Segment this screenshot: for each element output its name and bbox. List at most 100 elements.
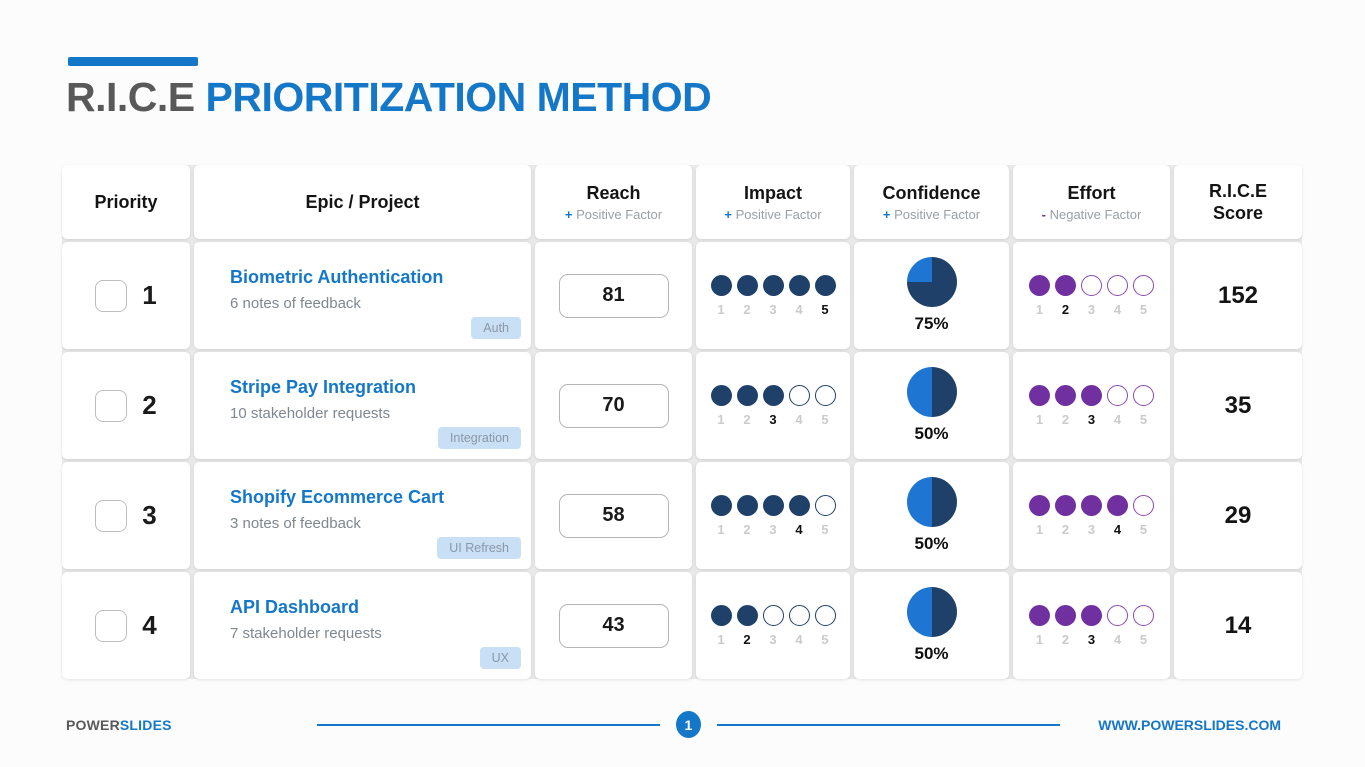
impact-dot (814, 274, 836, 296)
impact-dot (788, 604, 810, 626)
epic-subtitle: 10 stakeholder requests (230, 405, 391, 422)
impact-scale-label: 4 (795, 301, 803, 317)
impact-cell: 1 2 3 4 5 (696, 352, 850, 459)
brand-power: POWER (66, 716, 120, 733)
impact-dots (710, 384, 836, 406)
header-reach-factor-text: Positive Factor (576, 206, 663, 222)
effort-scale-label: 4 (1113, 521, 1122, 537)
impact-scale-label: 5 (821, 411, 829, 427)
effort-dot (1107, 494, 1128, 516)
header-impact-factor-text: Positive Factor (735, 206, 822, 222)
impact-dots (710, 494, 836, 516)
epic-cell: API Dashboard 7 stakeholder requests UX (194, 572, 531, 679)
impact-scale-label: 3 (769, 631, 777, 647)
website-link[interactable]: WWW.POWERSLIDES.COM (1098, 716, 1282, 733)
effort-dot (1081, 604, 1102, 626)
impact-scale-label: 4 (795, 411, 803, 427)
footer-divider-left (316, 723, 660, 726)
effort-scale: 1 2 3 4 5 (1029, 412, 1154, 427)
confidence-percent-label: 75% (914, 314, 949, 333)
reach-cell: 43 (535, 572, 692, 679)
plus-sign-icon: + (882, 206, 891, 222)
effort-scale-label: 2 (1061, 411, 1070, 427)
epic-subtitle: 6 notes of feedback (230, 295, 361, 312)
row-checkbox[interactable] (95, 389, 128, 422)
impact-scale-label: 3 (769, 521, 777, 537)
effort-scale-label: 4 (1113, 301, 1122, 317)
plus-sign-icon: + (564, 206, 573, 222)
header-priority-label: Priority (94, 191, 158, 212)
impact-scale-label: 5 (821, 631, 829, 647)
impact-dot (814, 384, 836, 406)
impact-scale-label: 3 (769, 411, 777, 427)
header-epic-label: Epic / Project (305, 191, 420, 212)
impact-dots (710, 604, 836, 626)
impact-dot (814, 494, 836, 516)
impact-scale-label: 1 (717, 301, 725, 317)
epic-tag: UX (479, 647, 521, 669)
epic-cell: Stripe Pay Integration 10 stakeholder req… (194, 352, 531, 459)
impact-scale-label: 2 (743, 521, 751, 537)
epic-cell: Shopify Ecommerce Cart 3 notes of feedbac… (194, 462, 531, 569)
confidence-cell: 50% (854, 572, 1009, 679)
impact-dot (762, 604, 784, 626)
impact-scale-label: 1 (717, 631, 725, 647)
effort-dot (1055, 494, 1076, 516)
rice-table: Priority Epic / Project Reach + Positive… (62, 165, 1302, 679)
confidence-percent-label: 50% (914, 534, 949, 553)
row-checkbox[interactable] (95, 279, 128, 312)
impact-scale-label: 5 (821, 301, 829, 317)
epic-tag: UI Refresh (437, 537, 521, 559)
priority-number: 1 (142, 280, 157, 310)
impact-scale-label: 1 (717, 411, 725, 427)
reach-value-box[interactable]: 81 (558, 273, 669, 318)
impact-scale-label: 5 (821, 521, 829, 537)
page-title: R.I.C.E PRIORITIZATION METHOD (66, 74, 712, 121)
impact-scale: 1 2 3 4 5 (711, 522, 836, 537)
header-effort: Effort - Negative Factor (1013, 165, 1170, 239)
effort-dot (1029, 494, 1050, 516)
effort-dot (1029, 274, 1050, 296)
confidence-cell: 50% (854, 352, 1009, 459)
reach-value-box[interactable]: 43 (558, 603, 669, 648)
impact-rating: 1 2 3 4 5 (710, 604, 836, 647)
effort-scale-label: 3 (1087, 521, 1096, 537)
page-number-badge: 1 (675, 711, 701, 738)
effort-scale: 1 2 3 4 5 (1029, 632, 1154, 647)
header-impact-factor: + Positive Factor (724, 207, 821, 222)
impact-cell: 1 2 3 4 5 (696, 462, 850, 569)
impact-rating: 1 2 3 4 5 (710, 494, 836, 537)
effort-dots (1029, 384, 1154, 406)
effort-rating: 1 2 3 4 5 (1029, 384, 1154, 427)
header-effort-factor: - Negative Factor (1042, 207, 1142, 222)
reach-value-box[interactable]: 58 (558, 493, 669, 538)
impact-dot (710, 274, 732, 296)
page-title-rice: R.I.C.E (66, 74, 195, 120)
reach-value-box[interactable]: 70 (558, 383, 669, 428)
effort-dot (1055, 604, 1076, 626)
effort-scale-label: 3 (1087, 631, 1096, 647)
confidence-pie-group: 75% (906, 257, 957, 334)
epic-title: API Dashboard (230, 597, 360, 617)
table-row: 1 Biometric Authentication 6 notes of feed… (62, 242, 1302, 349)
footer-divider-right (716, 723, 1061, 726)
table-body: 1 Biometric Authentication 6 notes of feed… (62, 242, 1302, 679)
effort-dots (1029, 494, 1154, 516)
effort-scale-label: 2 (1061, 521, 1070, 537)
rice-score-value: 35 (1224, 391, 1252, 419)
impact-dot (788, 494, 810, 516)
impact-dot (762, 384, 784, 406)
impact-dot (710, 604, 732, 626)
reach-cell: 81 (535, 242, 692, 349)
row-checkbox[interactable] (95, 609, 128, 642)
impact-scale-label: 1 (717, 521, 725, 537)
brand-slides: SLIDES (119, 716, 172, 733)
effort-scale-label: 1 (1035, 411, 1044, 427)
table-row: 2 Stripe Pay Integration 10 stakeholder re… (62, 352, 1302, 459)
row-checkbox[interactable] (95, 499, 128, 532)
impact-cell: 1 2 3 4 5 (696, 242, 850, 349)
effort-scale-label: 5 (1139, 521, 1148, 537)
header-reach-factor: + Positive Factor (565, 207, 662, 222)
reach-cell: 70 (535, 352, 692, 459)
impact-scale: 1 2 3 4 5 (711, 632, 836, 647)
